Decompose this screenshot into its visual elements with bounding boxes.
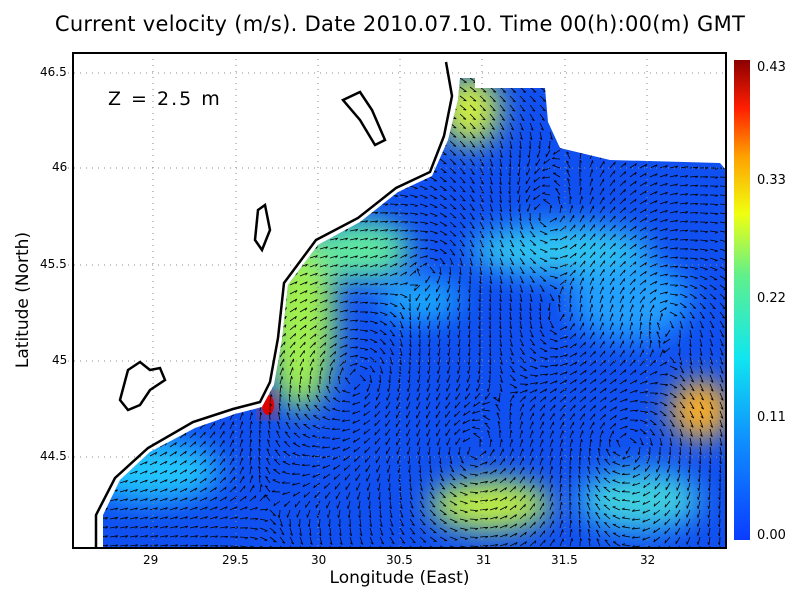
colorbar-tick: 0.33 xyxy=(757,173,786,188)
colorbar xyxy=(734,60,750,540)
plot-frame xyxy=(72,52,727,549)
x-tick: 29.5 xyxy=(222,553,249,567)
x-tick: 32 xyxy=(640,553,656,567)
colorbar-tick: 0.11 xyxy=(757,410,786,425)
depth-annotation: Z = 2.5 m xyxy=(108,88,222,110)
x-tick: 30.5 xyxy=(386,553,413,567)
colorbar-tick: 0.43 xyxy=(757,60,786,75)
colorbar-tick: 0.22 xyxy=(757,291,786,306)
coastline xyxy=(94,61,454,548)
island-coastline xyxy=(118,90,387,412)
y-axis-label: Latitude (North) xyxy=(13,231,33,369)
colorbar-tick: 0.00 xyxy=(757,528,786,543)
x-tick: 30 xyxy=(311,553,327,567)
y-tick: 45.5 xyxy=(40,257,67,271)
y-tick: 46.5 xyxy=(40,65,67,79)
speed-field xyxy=(103,78,726,548)
x-tick: 31 xyxy=(476,553,492,567)
y-tick: 46 xyxy=(52,160,68,174)
x-axis-label: Longitude (East) xyxy=(329,568,470,588)
figure-title: Current velocity (m/s). Date 2010.07.10.… xyxy=(54,12,746,36)
x-tick: 31.5 xyxy=(551,553,578,567)
x-tick: 29 xyxy=(143,553,159,567)
y-tick: 44.5 xyxy=(40,449,67,463)
y-tick: 45 xyxy=(52,353,68,367)
